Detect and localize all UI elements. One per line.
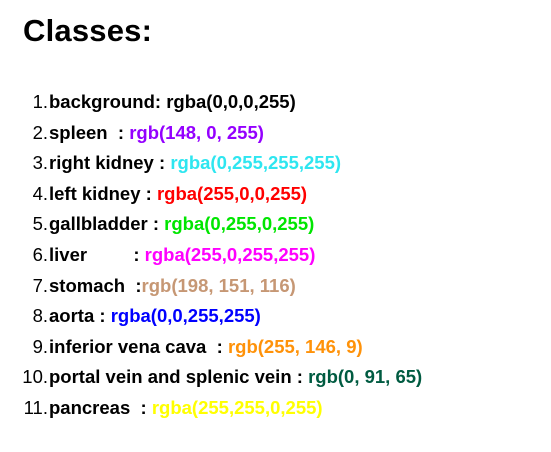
separator: : [291,366,309,388]
item-number: 3. [32,152,48,174]
separator: : [128,243,145,265]
class-name: right kidney [49,152,154,174]
list-item: 1. background: rgba(0,0,0,255) [12,91,422,122]
class-name: liver [49,243,129,265]
class-name: gallbladder [49,213,148,235]
class-name: stomach [49,274,131,296]
page-title: Classes: [23,13,153,48]
class-list: 1. background: rgba(0,0,0,255) 2. spleen : … [12,91,422,428]
item-number: 6. [32,243,48,265]
list-item: 6. liver : rgba(255,0,255,255) [12,244,422,275]
item-number: 8. [32,305,48,327]
color-value: rgba(0,0,255,255) [110,305,261,327]
color-value: rgb(255, 146, 9) [227,335,363,357]
class-name: aorta [49,305,95,327]
list-item: 2. spleen : rgb(148, 0, 255) [12,122,422,153]
class-name: background [49,91,155,112]
list-item: 3. right kidney : rgba(0,255,255,255) [12,152,422,183]
color-value: rgba(255,255,0,255) [151,396,323,418]
item-number: 9. [32,335,48,357]
color-value: rgba(255,0,255,255) [144,243,316,265]
class-name: inferior vena cava [49,335,212,357]
list-item: 10. portal vein and splenic vein : rgb(0,… [12,366,422,397]
separator: : [140,182,157,204]
color-value: rgb(0, 91, 65) [308,366,423,388]
color-value: rgb(198, 151, 116) [141,274,296,296]
class-name: portal vein and splenic vein [49,366,292,388]
item-number: 11. [23,396,48,418]
color-value: rgba(0,0,0,255) [166,91,296,112]
class-name: pancreas [49,396,136,418]
color-value: rgba(255,0,0,255) [156,182,308,204]
separator: : [135,396,152,418]
list-item: 5. gallbladder : rgba(0,255,0,255) [12,213,422,244]
item-number: 7. [32,274,48,296]
item-number: 4. [32,182,48,204]
separator: : [147,213,165,235]
color-value: rgba(0,255,0,255) [164,213,315,235]
separator: : [153,152,171,174]
color-value: rgb(148, 0, 255) [129,121,264,143]
item-number: 2. [32,121,48,143]
class-name: spleen [49,121,113,143]
separator: : [154,91,167,112]
list-item: 4. left kidney : rgba(255,0,0,255) [12,183,422,214]
list-item: 8. aorta : rgba(0,0,255,255) [12,305,422,336]
separator: : [130,274,142,296]
class-name: left kidney [49,182,141,204]
separator: : [211,335,228,357]
list-item: 7. stomach : rgb(198, 151, 116) [12,275,422,306]
separator: : [112,121,130,143]
list-item: 11. pancreas : rgba(255,255,0,255) [12,397,422,428]
color-value: rgba(0,255,255,255) [170,152,342,174]
item-number: 10. [22,366,48,388]
item-number: 5. [32,213,48,235]
list-item: 9. inferior vena cava : rgb(255, 146, 9) [12,336,422,367]
separator: : [94,305,111,327]
item-number: 1. [32,91,48,112]
